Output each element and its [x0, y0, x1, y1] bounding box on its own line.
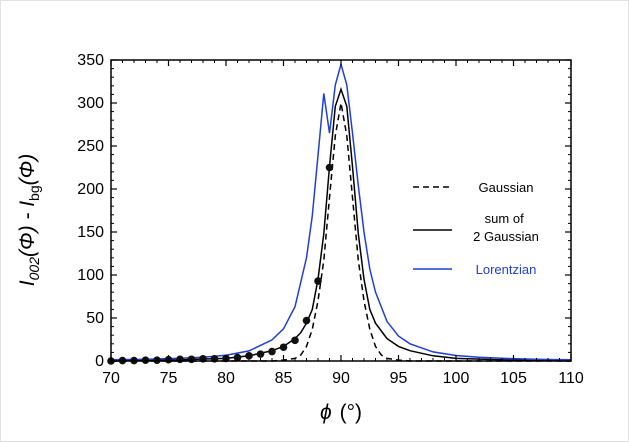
data-point — [302, 316, 311, 325]
y-tick-label: 100 — [77, 267, 104, 284]
x-tick-label: 105 — [500, 370, 527, 387]
y-tick-label: 200 — [77, 181, 104, 198]
x-tick-label: 85 — [275, 370, 293, 387]
x-tick-label: 75 — [160, 370, 178, 387]
data-point — [325, 163, 334, 172]
x-tick-label: 110 — [558, 370, 584, 387]
data-point — [245, 352, 253, 360]
x-tick-label: 90 — [332, 370, 350, 387]
data-point — [279, 343, 288, 352]
y-tick-label: 300 — [77, 95, 104, 112]
y-tick-label: 350 — [77, 52, 104, 69]
legend-label-sum-of-2-gaussian: sum of 2 Gaussian — [473, 211, 539, 244]
x-tick-label: 95 — [390, 370, 408, 387]
data-point — [314, 277, 322, 285]
x-tick-label: 70 — [102, 370, 120, 387]
legend-label-lorentzian: Lorentzian — [476, 262, 537, 277]
x-axis-title: ϕ (°) — [320, 401, 362, 424]
y-tick-label: 250 — [77, 138, 104, 155]
data-point — [291, 336, 299, 345]
y-axis-title: I002(Φ) - Ibg(Φ) — [16, 154, 42, 286]
y-tick-label: 150 — [77, 224, 104, 241]
x-tick-label: 80 — [217, 370, 235, 387]
data-point — [268, 347, 276, 356]
x-tick-label: 100 — [443, 370, 470, 387]
data-point — [256, 350, 265, 358]
y-tick-label: 50 — [86, 310, 104, 327]
series-line-sum-of-2-gaussian — [110, 86, 572, 362]
legend-label-gaussian: Gaussian — [479, 180, 534, 195]
legend: Gaussian sum of 2 Gaussian Lorentzian — [413, 180, 539, 277]
y-tick-label: 0 — [95, 353, 104, 370]
data-point — [233, 353, 242, 362]
plot-axes: 70 75 80 85 90 95 100 105 110 0 50 100 150 200 250 300 3… — [77, 52, 584, 387]
